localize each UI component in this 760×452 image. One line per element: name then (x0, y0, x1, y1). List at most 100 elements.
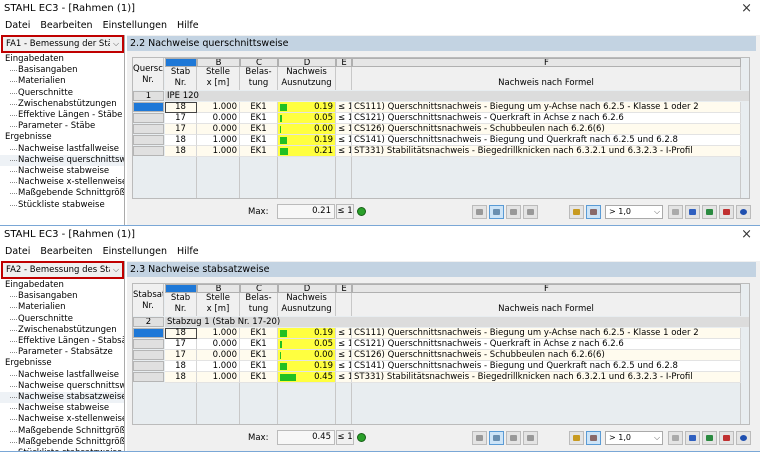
cell-belastung[interactable]: EK1 (240, 350, 278, 361)
menu-hilfe[interactable]: Hilfe (176, 246, 199, 257)
cell-le[interactable]: ≤ 1 (336, 339, 352, 350)
tree-group[interactable]: Ergebnisse (5, 358, 52, 369)
select-member-button[interactable] (719, 205, 734, 219)
menu-datei[interactable]: Datei (5, 246, 31, 257)
tree-item[interactable]: Basisangaben (0, 291, 124, 302)
cell-stab[interactable]: 17 (165, 124, 197, 135)
cell-belastung[interactable]: EK1 (240, 339, 278, 350)
excel-export-button[interactable] (702, 431, 717, 445)
tree-item[interactable]: Querschnitte (0, 88, 124, 99)
hand-select-button[interactable] (523, 205, 538, 219)
tree-item[interactable]: Querschnitte (0, 314, 124, 325)
threshold-select[interactable]: > 1,0 ⌵ (605, 431, 663, 445)
row-header[interactable] (133, 113, 164, 123)
cell-ausnutzung[interactable]: 0.19 (278, 135, 336, 146)
tree-item[interactable]: Nachweise x-stellenweise (0, 177, 124, 188)
tree-item[interactable]: Maßgebende Schnittgrößen sta (0, 188, 124, 199)
select-member-button[interactable] (719, 431, 734, 445)
cell-formel[interactable]: CS126) Querschnittsnachweis - Schubbeule… (352, 124, 741, 135)
tree-group[interactable]: Eingabedaten (5, 280, 64, 290)
close-icon[interactable]: × (741, 227, 752, 242)
cell-stelle[interactable]: 1.000 (197, 361, 240, 372)
column-letter-E[interactable]: E (336, 284, 352, 293)
row-header[interactable] (133, 124, 164, 134)
graphic-button[interactable] (472, 205, 487, 219)
row-header[interactable] (133, 372, 164, 382)
tree-item[interactable]: Zwischenabstützungen (0, 325, 124, 336)
tree-item[interactable]: Nachweise x-stellenweise (0, 414, 124, 425)
column-letter-F[interactable]: F (352, 284, 741, 293)
cell-formel[interactable]: CS111) Querschnittsnachweis - Biegung um… (352, 328, 741, 339)
cell-stelle[interactable]: 1.000 (197, 328, 240, 339)
cell-belastung[interactable]: EK1 (240, 361, 278, 372)
cell-le[interactable]: ≤ 1 (336, 372, 352, 383)
cell-formel[interactable]: ST331) Stabilitätsnachweis - Biegedrillk… (352, 372, 741, 383)
design-case-select[interactable]: FA1 - Bemessung der Stäbe⌵ (1, 35, 124, 53)
menu-einstellungen[interactable]: Einstellungen (102, 246, 167, 257)
result-diagram-button[interactable] (489, 205, 504, 219)
cell-stelle[interactable]: 0.000 (197, 350, 240, 361)
row-header[interactable] (133, 350, 164, 360)
cell-ausnutzung[interactable]: 0.05 (278, 113, 336, 124)
column-letter-D[interactable]: D (278, 58, 336, 67)
column-letter-D[interactable]: D (278, 284, 336, 293)
cell-stab[interactable]: 18 (165, 135, 197, 146)
export-button[interactable] (569, 431, 584, 445)
result-diagram-button[interactable] (489, 431, 504, 445)
cell-formel[interactable]: CS141) Querschnittsnachweis - Biegung un… (352, 135, 741, 146)
tree-item[interactable]: Stückliste stabsatzweise (0, 448, 124, 451)
cell-le[interactable]: ≤ 1 (336, 102, 352, 113)
menu-bearbeiten[interactable]: Bearbeiten (40, 246, 93, 257)
tree-item[interactable]: Nachweise stabsatzweise (0, 392, 124, 404)
threshold-select[interactable]: > 1,0 ⌵ (605, 205, 663, 219)
cell-belastung[interactable]: EK1 (240, 102, 278, 113)
menu-einstellungen[interactable]: Einstellungen (102, 20, 167, 31)
cell-ausnutzung[interactable]: 0.45 (278, 372, 336, 383)
cell-formel[interactable]: ST331) Stabilitätsnachweis - Biegedrillk… (352, 146, 741, 157)
row-header[interactable] (133, 361, 164, 371)
view-button[interactable] (736, 431, 751, 445)
tree-item[interactable]: Nachweise lastfallweise (0, 144, 124, 155)
cell-ausnutzung[interactable]: 0.21 (278, 146, 336, 157)
color-scale-button[interactable] (685, 205, 700, 219)
display-ratio-button[interactable] (586, 431, 601, 445)
row-header[interactable] (133, 146, 164, 156)
cell-ausnutzung[interactable]: 0.19 (278, 328, 336, 339)
cell-le[interactable]: ≤ 1 (336, 113, 352, 124)
cell-stab[interactable]: 17 (165, 113, 197, 124)
cell-stelle[interactable]: 1.000 (197, 135, 240, 146)
cell-stelle[interactable]: 1.000 (197, 102, 240, 113)
cell-stelle[interactable]: 1.000 (197, 372, 240, 383)
cell-stab[interactable]: 18 (165, 361, 197, 372)
column-letter-F[interactable]: F (352, 58, 741, 67)
group-number[interactable]: 1 (133, 91, 164, 101)
column-letter-C[interactable]: C (240, 58, 278, 67)
cell-formel[interactable]: CS126) Querschnittsnachweis - Schubbeule… (352, 350, 741, 361)
cell-stab[interactable]: 18 (165, 102, 197, 113)
cell-belastung[interactable]: EK1 (240, 328, 278, 339)
column-letter-C[interactable]: C (240, 284, 278, 293)
column-letter-B[interactable]: B (197, 58, 240, 67)
cell-le[interactable]: ≤ 1 (336, 361, 352, 372)
menu-bearbeiten[interactable]: Bearbeiten (40, 20, 93, 31)
cell-belastung[interactable]: EK1 (240, 124, 278, 135)
design-case-select[interactable]: FA2 - Bemessung des Stabsatzes⌵ (1, 261, 124, 279)
graphic-button[interactable] (472, 431, 487, 445)
tree-group[interactable]: Eingabedaten (5, 54, 64, 64)
filter-button[interactable] (668, 205, 683, 219)
cell-ausnutzung[interactable]: 0.05 (278, 339, 336, 350)
tree-group[interactable]: Ergebnisse (5, 132, 52, 143)
cell-formel[interactable]: CS111) Querschnittsnachweis - Biegung um… (352, 102, 741, 113)
cell-ausnutzung[interactable]: 0.19 (278, 102, 336, 113)
cell-le[interactable]: ≤ 1 (336, 146, 352, 157)
column-letter-B[interactable]: B (197, 284, 240, 293)
cell-belastung[interactable]: EK1 (240, 113, 278, 124)
tree-item[interactable]: Maßgebende Schnittgrößen sta (0, 437, 124, 448)
cell-formel[interactable]: CS121) Querschnittsnachweis - Querkraft … (352, 113, 741, 124)
section-button[interactable] (506, 205, 521, 219)
column-letter-A[interactable]: A (165, 284, 197, 293)
column-letter-E[interactable]: E (336, 58, 352, 67)
cell-ausnutzung[interactable]: 0.00 (278, 124, 336, 135)
row-header[interactable] (133, 328, 164, 338)
cell-formel[interactable]: CS121) Querschnittsnachweis - Querkraft … (352, 339, 741, 350)
